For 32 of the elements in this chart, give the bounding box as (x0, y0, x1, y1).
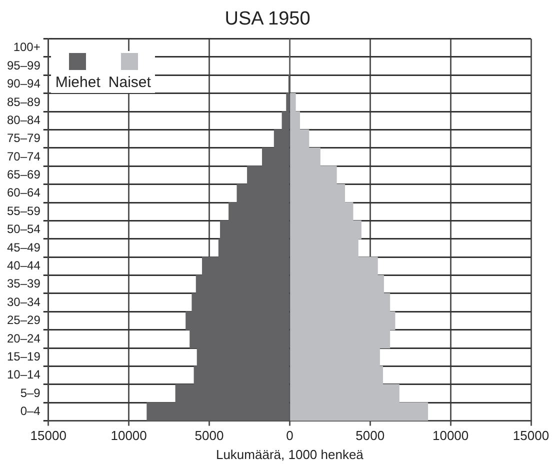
legend-label: Naiset (108, 74, 151, 91)
y-tick-label: 85–89 (6, 94, 41, 109)
x-tick-label: 0 (286, 428, 294, 444)
y-tick-label: 50–54 (6, 222, 41, 236)
chart-title: USA 1950 (224, 8, 310, 30)
y-tick-label: 65–69 (6, 168, 41, 182)
y-tick-label: 35–39 (6, 276, 41, 291)
y-tick-label: 80–84 (6, 112, 41, 127)
y-tick-label: 20–24 (6, 331, 41, 346)
y-tick-label: 60–64 (6, 186, 41, 200)
y-tick-label: 90–94 (6, 76, 41, 91)
x-tick-label: 10000 (432, 428, 469, 444)
y-tick-label: 100+ (13, 40, 40, 54)
x-tick-label: 5000 (356, 428, 385, 444)
y-tick-label: 15–19 (6, 349, 41, 364)
x-tick-label: 15000 (30, 428, 66, 444)
y-tick-label: 10–14 (6, 368, 41, 382)
legend-label: Miehet (55, 74, 100, 91)
y-tick-label: 5–9 (20, 386, 41, 400)
y-tick-label: 95–99 (6, 58, 41, 72)
y-tick-label: 55–59 (6, 204, 41, 218)
y-tick-label: 45–49 (6, 240, 41, 254)
y-tick-label: 25–29 (6, 313, 41, 328)
x-tick-label: 5000 (194, 428, 224, 444)
y-tick-label: 70–74 (6, 149, 41, 164)
y-tick-label: 40–44 (6, 258, 41, 272)
x-tick-label: 15000 (512, 428, 550, 444)
x-tick-label: 10000 (110, 428, 147, 444)
x-axis-title: Lukumäärä, 1000 henkeä (216, 446, 364, 462)
y-tick-label: 30–34 (6, 294, 41, 309)
y-tick-label: 0–4 (20, 404, 41, 418)
y-tick-label: 75–79 (6, 131, 41, 146)
